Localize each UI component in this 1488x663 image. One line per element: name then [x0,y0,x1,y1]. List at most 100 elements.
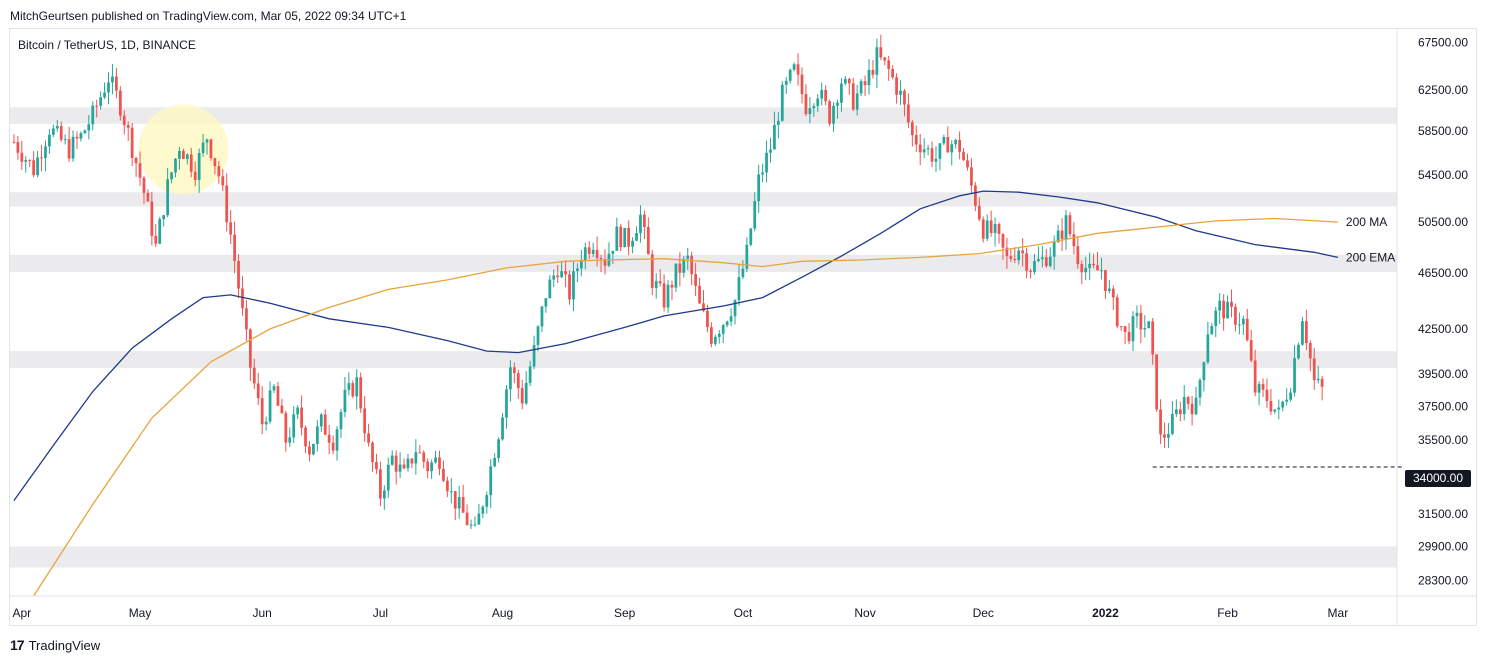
candle-138 [556,264,560,284]
candle-317 [1261,378,1265,398]
candle-86 [351,380,355,399]
candle-312 [1241,315,1245,336]
candle-158 [635,226,638,242]
candle-174 [698,277,701,304]
footer-brand[interactable]: 17 TradingView [10,637,100,653]
candle-263 [1048,247,1052,268]
indicator-lines: 200 EMA 200 MA [13,190,1395,597]
candle-286 [1139,304,1143,344]
candle-192 [769,137,772,163]
candle-38 [162,214,166,227]
candle-287 [1143,315,1147,338]
x-tick-label: Oct [734,606,753,620]
candle-36 [154,224,158,247]
candle-323 [1285,388,1289,406]
candle-207 [828,99,831,127]
y-tick-label: 37500.00 [1418,399,1468,413]
candle-11 [55,119,59,132]
candle-238 [950,140,954,166]
candle-210 [840,78,843,112]
candle-155 [623,227,627,248]
candle-130 [524,371,528,405]
candle-235 [938,142,942,171]
candle-2 [20,140,24,170]
candle-290 [1155,354,1159,412]
candle-17 [79,131,83,142]
candle-103 [418,445,422,454]
candle-180 [721,323,725,344]
candle-318 [1265,378,1269,408]
candle-4 [28,159,32,168]
candle-243 [970,158,973,193]
candle-15 [71,130,75,162]
candle-144 [579,250,583,277]
candle-227 [907,93,910,129]
candle-16 [75,131,79,149]
candle-156 [627,220,631,256]
candle-306 [1218,293,1222,324]
x-tick-label: Nov [854,606,875,620]
candle-221 [883,57,887,66]
candle-328 [1304,309,1308,351]
candle-202 [808,97,812,124]
candle-84 [343,377,347,418]
candle-250 [997,222,1001,244]
candle-181 [725,320,729,328]
candle-22 [99,91,103,110]
candle-136 [548,275,552,299]
candle-8 [44,140,47,172]
candle-109 [442,460,445,483]
candle-226 [903,88,906,117]
candle-83 [339,408,343,438]
candle-5 [32,151,36,178]
candle-251 [1001,233,1005,260]
chart-frame[interactable] [9,28,1477,626]
candle-253 [1009,249,1013,263]
candle-196 [784,76,788,94]
price-level-tag[interactable]: 34000.00 [1405,470,1471,487]
candle-274 [1092,253,1095,269]
candle-193 [773,111,776,150]
indicator-line-0 [13,190,1339,501]
candle-201 [804,84,808,117]
candle-298 [1186,395,1190,410]
candle-167 [670,280,674,301]
candle-324 [1289,387,1292,402]
y-tick-label: 54500.00 [1418,168,1468,182]
candle-299 [1190,395,1194,426]
candle-128 [516,369,520,399]
candle-73 [300,395,303,436]
candle-111 [449,478,453,504]
support-zone-1 [10,192,1397,207]
candle-230 [918,134,922,166]
candle-149 [599,254,603,273]
support-zone-2 [10,254,1397,272]
candle-325 [1293,345,1296,397]
candle-182 [729,308,733,326]
candle-24 [107,72,110,105]
x-tick-label: May [129,606,152,620]
candle-169 [678,252,682,287]
candle-0 [12,134,16,144]
candle-123 [497,437,500,463]
x-tick-label: Aug [492,606,513,620]
price-axis: 67500.00 62500.00 58500.00 54500.00 50500.00… [1396,29,1468,626]
candle-329 [1308,340,1312,372]
candle-267 [1064,209,1068,250]
candle-331 [1316,365,1320,384]
candle-53 [221,169,225,192]
candle-280 [1115,294,1119,329]
candle-313 [1245,308,1249,342]
candle-319 [1269,388,1273,415]
candle-59 [245,299,248,341]
candle-121 [489,459,493,509]
candle-13 [63,134,67,145]
candle-115 [465,504,469,526]
candle-50 [209,138,213,161]
candle-150 [603,249,607,275]
candle-104 [422,450,426,469]
candle-6 [36,150,39,178]
candle-186 [745,237,749,273]
candle-292 [1163,422,1166,448]
